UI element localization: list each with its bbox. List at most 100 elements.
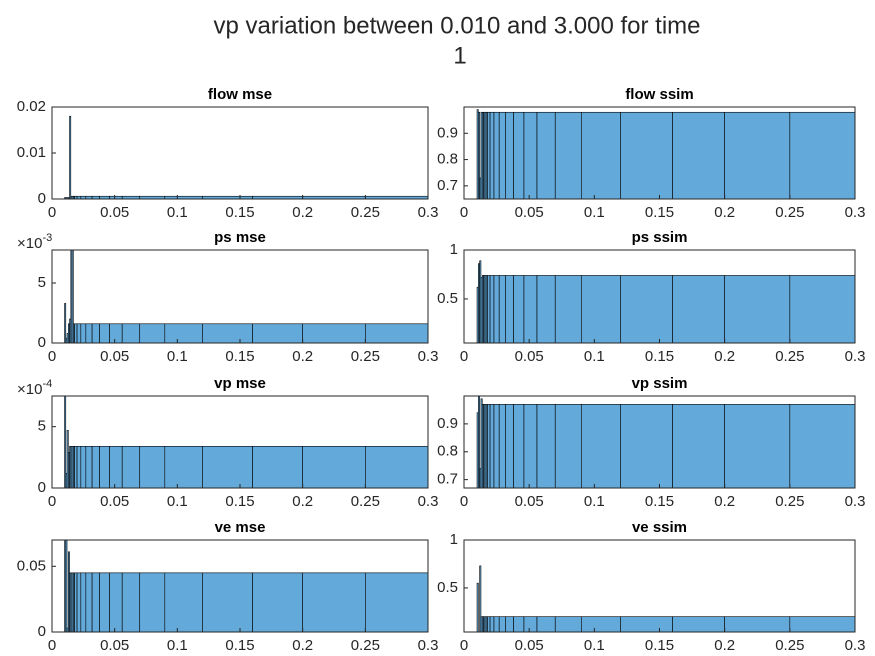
x-tick-label: 0.2 bbox=[292, 493, 313, 510]
bar bbox=[505, 111, 514, 199]
bar bbox=[554, 111, 582, 199]
x-tick-label: 0 bbox=[48, 637, 56, 654]
bar bbox=[536, 616, 556, 632]
plot-area bbox=[64, 250, 428, 343]
bar bbox=[554, 404, 582, 488]
plot-area bbox=[64, 540, 428, 632]
y-tick-label: 0.01 bbox=[17, 144, 46, 161]
x-tick-label: 0.1 bbox=[584, 204, 605, 221]
plot-title: ps ssim bbox=[632, 229, 688, 246]
bar bbox=[91, 323, 100, 343]
plot-area bbox=[64, 396, 428, 488]
x-tick-label: 0.1 bbox=[584, 348, 605, 365]
bar bbox=[498, 404, 507, 488]
x-tick-label: 0.05 bbox=[100, 637, 129, 654]
bar bbox=[69, 115, 72, 199]
bar bbox=[139, 323, 166, 343]
bar bbox=[620, 616, 673, 632]
bar bbox=[505, 404, 514, 488]
bar bbox=[74, 572, 78, 632]
bar bbox=[302, 445, 366, 488]
x-tick-label: 0.05 bbox=[100, 204, 129, 221]
x-tick-label: 0.15 bbox=[645, 493, 674, 510]
bar bbox=[252, 445, 303, 488]
y-tick-label: 5 bbox=[38, 418, 46, 435]
bar bbox=[476, 582, 479, 632]
bar bbox=[99, 572, 110, 632]
bar bbox=[65, 540, 68, 632]
bar bbox=[252, 572, 303, 632]
x-tick-label: 0.1 bbox=[167, 637, 188, 654]
x-tick-label: 0.25 bbox=[775, 493, 804, 510]
bar bbox=[672, 616, 725, 632]
bar bbox=[76, 445, 82, 488]
x-tick-label: 0.3 bbox=[845, 493, 866, 510]
y-tick-label: 1 bbox=[450, 241, 458, 258]
bar bbox=[789, 275, 855, 343]
plot-title: flow ssim bbox=[625, 86, 693, 103]
bar bbox=[365, 572, 428, 632]
bar bbox=[724, 616, 791, 632]
bar bbox=[523, 275, 538, 343]
bar bbox=[164, 323, 203, 343]
bar bbox=[789, 404, 855, 488]
bar bbox=[139, 445, 166, 488]
bar bbox=[493, 275, 500, 343]
x-tick-label: 0.3 bbox=[418, 637, 439, 654]
bar bbox=[489, 616, 495, 632]
x-tick-label: 0.25 bbox=[775, 204, 804, 221]
bar bbox=[489, 275, 495, 343]
bar bbox=[109, 572, 123, 632]
bar bbox=[302, 323, 366, 343]
y-tick-label: 0.05 bbox=[17, 557, 46, 574]
y-tick-label: 0.7 bbox=[437, 471, 458, 488]
bar bbox=[202, 572, 253, 632]
bar bbox=[789, 616, 855, 632]
x-tick-label: 0.3 bbox=[418, 493, 439, 510]
bar bbox=[489, 111, 495, 199]
x-tick-label: 0.05 bbox=[515, 204, 544, 221]
x-tick-label: 0 bbox=[460, 348, 468, 365]
bar bbox=[493, 616, 500, 632]
x-tick-label: 0.15 bbox=[225, 204, 254, 221]
x-tick-label: 0.15 bbox=[225, 493, 254, 510]
x-tick-label: 0.05 bbox=[100, 493, 129, 510]
bar bbox=[513, 111, 525, 199]
bar bbox=[489, 404, 495, 488]
x-tick-label: 0 bbox=[460, 637, 468, 654]
x-tick-label: 0.1 bbox=[167, 204, 188, 221]
bar bbox=[99, 445, 110, 488]
bar bbox=[302, 572, 366, 632]
y-tick-label: 0 bbox=[38, 334, 46, 351]
figure-title: vp variation between 0.010 and 3.000 for… bbox=[214, 12, 701, 39]
bar bbox=[109, 323, 123, 343]
y-tick-label: 1 bbox=[450, 531, 458, 548]
plot-area bbox=[476, 565, 855, 632]
bar bbox=[74, 323, 78, 343]
x-tick-label: 0.15 bbox=[645, 204, 674, 221]
y-tick-label: 0.7 bbox=[437, 177, 458, 194]
y-tick-label: 0.9 bbox=[437, 124, 458, 141]
y-tick-label: 0.9 bbox=[437, 415, 458, 432]
bar bbox=[478, 396, 480, 488]
bar bbox=[620, 275, 673, 343]
bar bbox=[724, 275, 791, 343]
bar bbox=[164, 445, 203, 488]
bar bbox=[498, 275, 507, 343]
plot-title: vp ssim bbox=[632, 375, 688, 392]
bar bbox=[580, 404, 621, 488]
bar bbox=[76, 323, 82, 343]
bar bbox=[109, 445, 123, 488]
y-tick-label: 0 bbox=[38, 190, 46, 207]
bar bbox=[121, 323, 141, 343]
bar bbox=[99, 323, 110, 343]
bar bbox=[487, 111, 491, 199]
bar bbox=[493, 111, 500, 199]
x-tick-label: 0.25 bbox=[775, 348, 804, 365]
bar bbox=[724, 404, 791, 488]
bar bbox=[85, 445, 93, 488]
y-tick-label: 5 bbox=[38, 274, 46, 291]
bar bbox=[252, 323, 303, 343]
bar bbox=[365, 323, 428, 343]
